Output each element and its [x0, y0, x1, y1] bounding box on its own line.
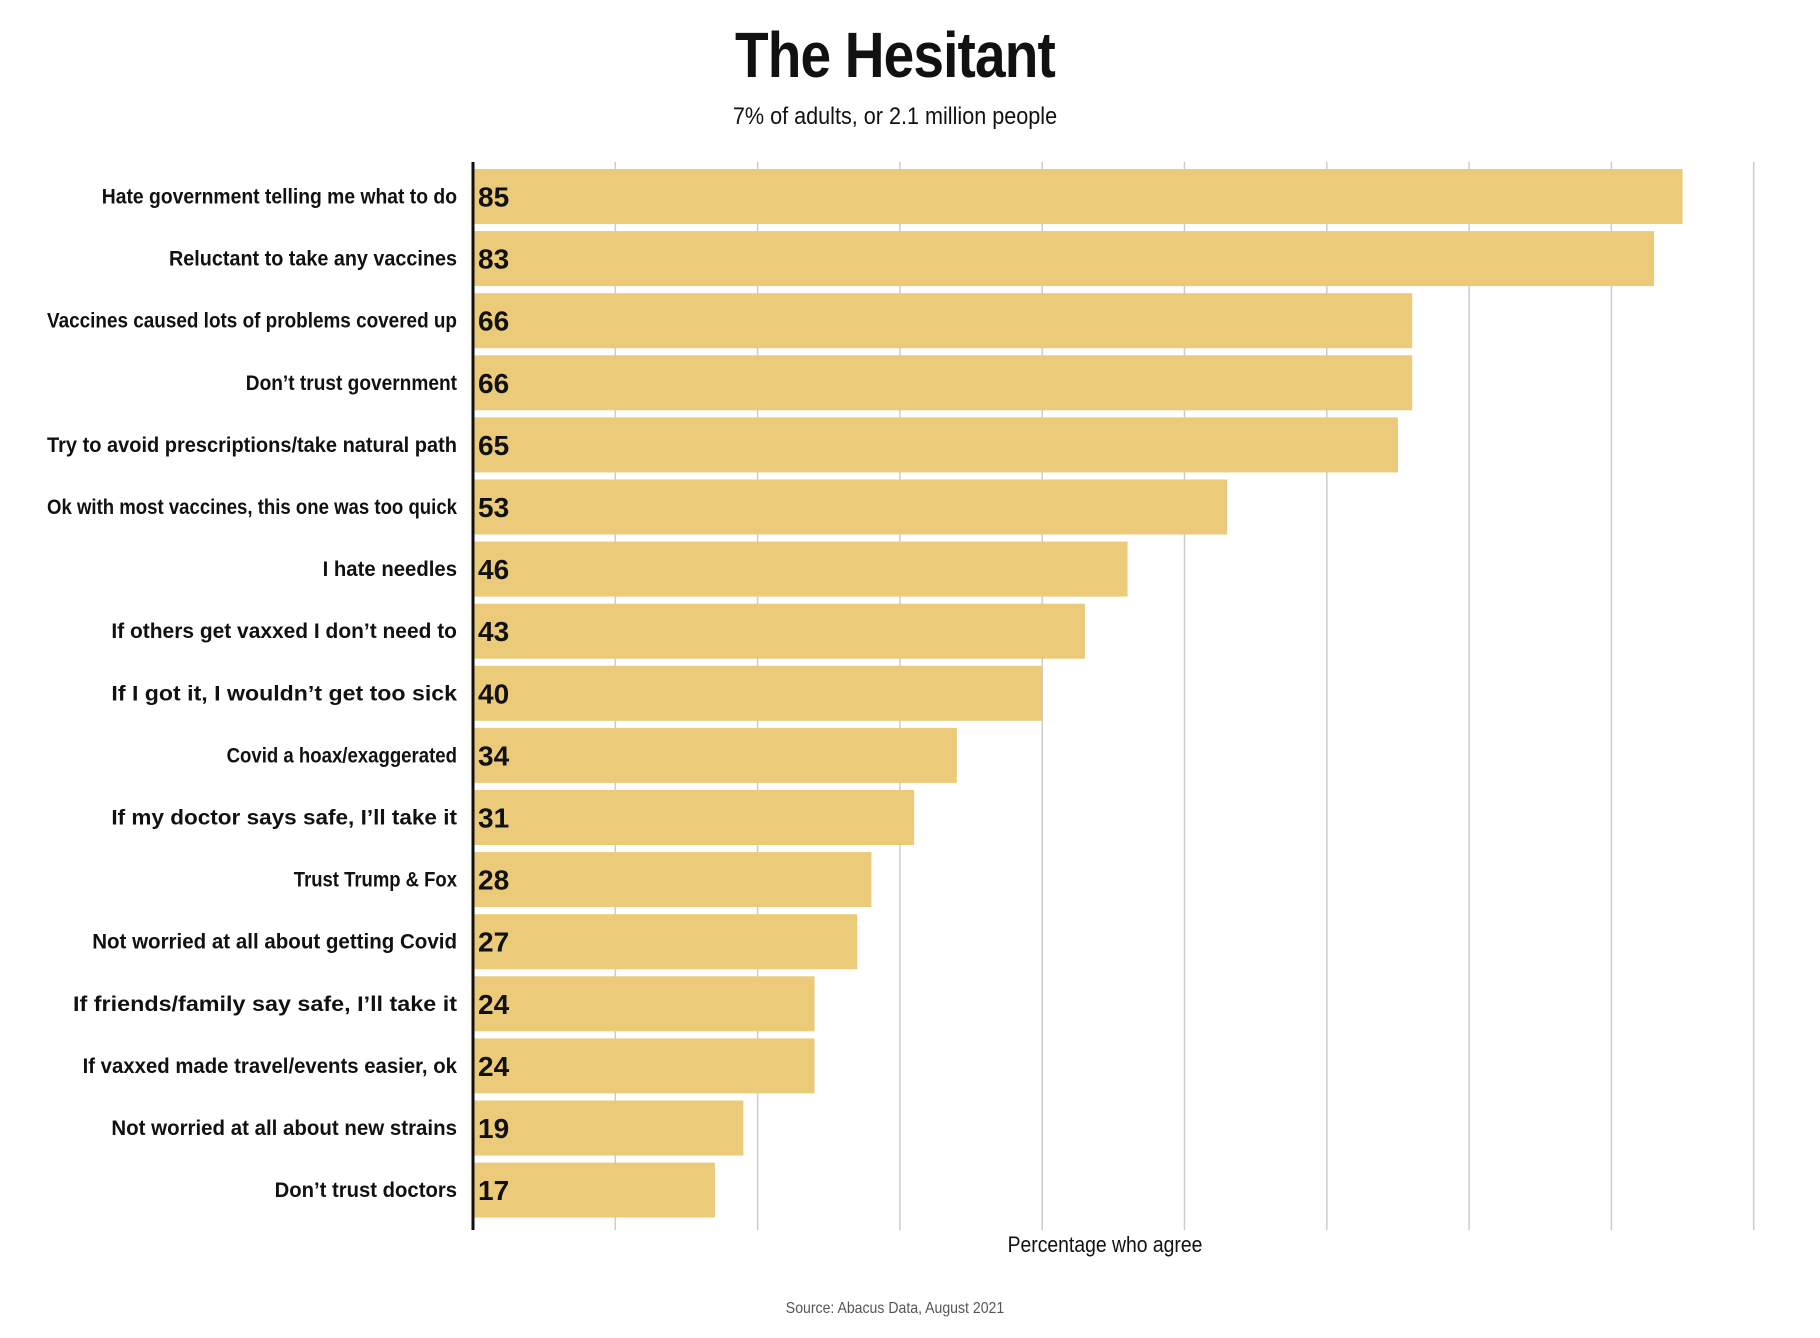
- category-label: If others get vaxxed I don’t need to: [111, 620, 457, 643]
- value-label: 19: [478, 1113, 509, 1144]
- x-axis-label: Percentage who agree: [1007, 1232, 1203, 1257]
- chart-subtitle: 7% of adults, or 2.1 million people: [732, 103, 1058, 130]
- value-label: 28: [478, 865, 509, 896]
- source-note: Source: Abacus Data, August 2021: [785, 1300, 1005, 1317]
- category-label: Not worried at all about new strains: [111, 1117, 457, 1140]
- category-label: If I got it, I wouldn’t get too sick: [111, 682, 457, 705]
- bar-4: [473, 417, 1398, 473]
- value-label: 65: [478, 430, 509, 461]
- bar-12: [473, 914, 858, 970]
- category-label: If my doctor says safe, I’ll take it: [111, 807, 457, 830]
- category-label: If friends/family say safe, I’ll take it: [73, 993, 457, 1016]
- bar-6: [473, 541, 1128, 597]
- value-label: 24: [478, 1051, 510, 1082]
- category-label: Don’t trust government: [246, 372, 457, 395]
- value-label: 46: [478, 554, 509, 585]
- value-label: 83: [478, 244, 509, 275]
- value-label: 34: [478, 740, 510, 771]
- value-label: 66: [478, 368, 509, 399]
- bar-9: [473, 727, 957, 783]
- value-label: 17: [478, 1175, 509, 1206]
- bar-16: [473, 1162, 715, 1218]
- value-label: 24: [478, 989, 510, 1020]
- category-label: Vaccines caused lots of problems covered…: [47, 310, 457, 333]
- category-label: I hate needles: [323, 558, 457, 581]
- category-label: If vaxxed made travel/events easier, ok: [83, 1055, 458, 1078]
- bar-8: [473, 665, 1043, 721]
- bar-13: [473, 976, 815, 1032]
- category-label: Not worried at all about getting Covid: [92, 931, 457, 954]
- bar-5: [473, 479, 1228, 535]
- chart-title: The Hesitant: [735, 19, 1056, 91]
- category-label: Hate government telling me what to do: [102, 186, 457, 209]
- bars: [473, 169, 1683, 1218]
- value-label: 66: [478, 306, 509, 337]
- value-label: 43: [478, 616, 509, 647]
- value-label: 85: [478, 182, 509, 213]
- value-label: 27: [478, 927, 509, 958]
- bar-3: [473, 355, 1413, 411]
- bar-7: [473, 603, 1085, 659]
- value-label: 31: [478, 803, 509, 834]
- bar-14: [473, 1038, 815, 1094]
- category-label: Covid a hoax/exaggerated: [227, 744, 457, 767]
- value-label: 40: [478, 678, 509, 709]
- category-label: Don’t trust doctors: [275, 1179, 457, 1202]
- value-labels: 85 83 66 66 65 53 46 43 40 34 31 28 27 24 24 19 17: [478, 182, 510, 1207]
- category-label: Ok with most vaccines, this one was too …: [47, 496, 457, 519]
- bar-11: [473, 852, 872, 908]
- bar-0: [473, 169, 1683, 224]
- category-label: Reluctant to take any vaccines: [169, 248, 457, 271]
- category-label: Try to avoid prescriptions/take natural …: [47, 434, 457, 457]
- bar-10: [473, 790, 915, 845]
- bar-2: [473, 293, 1413, 349]
- category-labels: Hate government telling me what to do Rel…: [47, 186, 457, 1203]
- bar-1: [473, 231, 1655, 287]
- value-label: 53: [478, 492, 509, 523]
- category-label: Trust Trump & Fox: [294, 869, 457, 892]
- bar-15: [473, 1100, 744, 1156]
